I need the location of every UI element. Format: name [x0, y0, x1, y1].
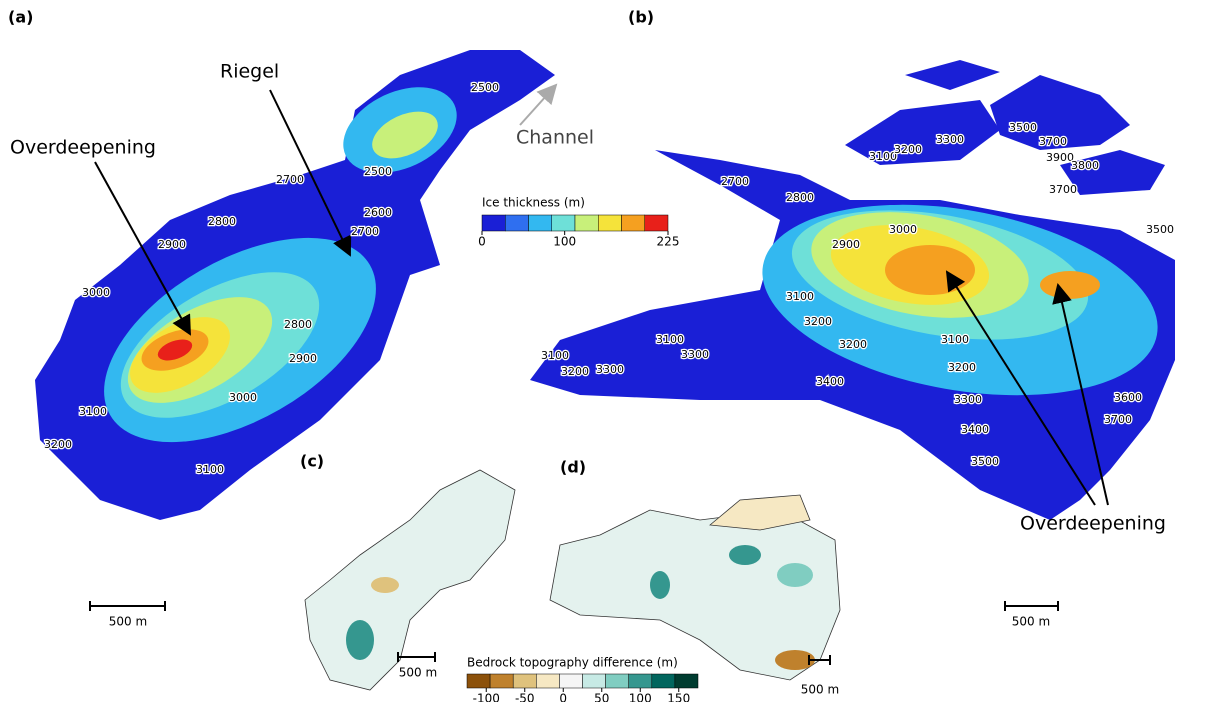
- contour-label: 3700: [1049, 183, 1077, 196]
- map-b: [530, 60, 1175, 520]
- contour-label: 3000: [82, 286, 110, 299]
- contour-label: 3300: [596, 363, 624, 376]
- annotation: Channel: [516, 127, 594, 149]
- colorbar-tick-label: -100: [473, 692, 500, 702]
- contour-label: 3000: [889, 223, 917, 236]
- scale-label: 500 m: [1012, 615, 1050, 629]
- colorbar-swatch: [675, 674, 698, 688]
- colorbar-tick-label: 0: [559, 692, 567, 702]
- contour-label: 2900: [158, 238, 186, 251]
- colorbar-swatch: [513, 674, 536, 688]
- colorbar-swatch: [583, 674, 606, 688]
- contour-label: 3800: [1071, 159, 1099, 172]
- contour-label: 3500: [1146, 223, 1174, 236]
- contour-label: 3700: [1104, 413, 1132, 426]
- contour-label: 2700: [276, 173, 304, 186]
- contour-label: 2800: [786, 191, 814, 204]
- contour-label: 2700: [721, 175, 749, 188]
- contour-label: 3400: [961, 423, 989, 436]
- colorbar-tick-label: 225: [657, 235, 680, 249]
- contour-label: 2500: [364, 165, 392, 178]
- colorbar-swatch: [598, 215, 621, 231]
- contour-label: 3200: [804, 315, 832, 328]
- colorbar-swatch: [645, 215, 668, 231]
- colorbar-swatch: [552, 215, 575, 231]
- contour-label: 3200: [44, 438, 72, 451]
- contour-label: 3500: [1009, 121, 1037, 134]
- contour-label: 3600: [1114, 391, 1142, 404]
- colorbar-tick-label: 0: [478, 235, 486, 249]
- map-d: [550, 495, 840, 680]
- colorbar-tick-label: 150: [667, 692, 690, 702]
- figure: (a) (b) (c) (d) Riegel Overdeepening Cha…: [0, 0, 1222, 702]
- contour-label: 3900: [1046, 151, 1074, 164]
- contour-label: 3100: [79, 405, 107, 418]
- colorbar-swatch: [490, 674, 513, 688]
- colorbar-swatch: [629, 674, 652, 688]
- colorbar-tick-label: 100: [553, 235, 576, 249]
- contour-label: 2600: [364, 206, 392, 219]
- contour-label: 3200: [948, 361, 976, 374]
- colorbar-swatch: [575, 215, 598, 231]
- colorbar-tick-label: 100: [629, 692, 652, 702]
- colorbar-swatch: [467, 674, 490, 688]
- contour-label: 3100: [541, 349, 569, 362]
- colorbar-title: Bedrock topography difference (m): [467, 656, 678, 670]
- scale-label: 500 m: [801, 683, 839, 697]
- colorbar-swatch: [482, 215, 505, 231]
- panel-label: (c): [300, 452, 324, 471]
- scale-label: 500 m: [109, 615, 147, 629]
- contour-label: 3200: [561, 365, 589, 378]
- colorbar-tick-label: -50: [515, 692, 535, 702]
- colorbar-swatch: [559, 674, 582, 688]
- colorbar-title: Ice thickness (m): [482, 196, 585, 210]
- contour-label: 3300: [681, 348, 709, 361]
- colorbar-swatch: [622, 215, 645, 231]
- panel-label: (a): [8, 8, 33, 27]
- contour-label: 2700: [351, 225, 379, 238]
- contour-label: 3100: [941, 333, 969, 346]
- contour-label: 2500: [471, 81, 499, 94]
- contour-label: 3100: [656, 333, 684, 346]
- scale-label: 500 m: [399, 666, 437, 680]
- contour-label: 3100: [869, 150, 897, 163]
- contour-label: 2900: [832, 238, 860, 251]
- contour-label: 3700: [1039, 135, 1067, 148]
- contour-label: 3300: [954, 393, 982, 406]
- colorbar-swatch: [536, 674, 559, 688]
- contour-label: 3100: [786, 290, 814, 303]
- colorbar-tick-label: 50: [594, 692, 609, 702]
- contour-label: 3200: [894, 143, 922, 156]
- contour-label: 3300: [936, 133, 964, 146]
- annotation: Riegel: [220, 61, 279, 83]
- contour-label: 3100: [196, 463, 224, 476]
- contour-label: 3500: [971, 455, 999, 468]
- contour-label: 2900: [289, 352, 317, 365]
- colorbar-swatch: [529, 215, 552, 231]
- contour-label: 3200: [839, 338, 867, 351]
- contour-label: 3000: [229, 391, 257, 404]
- annotation: Overdeepening: [1020, 513, 1166, 535]
- colorbar-swatch: [505, 215, 528, 231]
- annotation: Overdeepening: [10, 137, 156, 159]
- panel-label: (b): [628, 8, 654, 27]
- colorbar-swatch: [652, 674, 675, 688]
- panel-label: (d): [560, 458, 586, 477]
- contour-label: 2800: [284, 318, 312, 331]
- map-a: [35, 50, 555, 520]
- contour-label: 3400: [816, 375, 844, 388]
- colorbar-swatch: [606, 674, 629, 688]
- contour-label: 2800: [208, 215, 236, 228]
